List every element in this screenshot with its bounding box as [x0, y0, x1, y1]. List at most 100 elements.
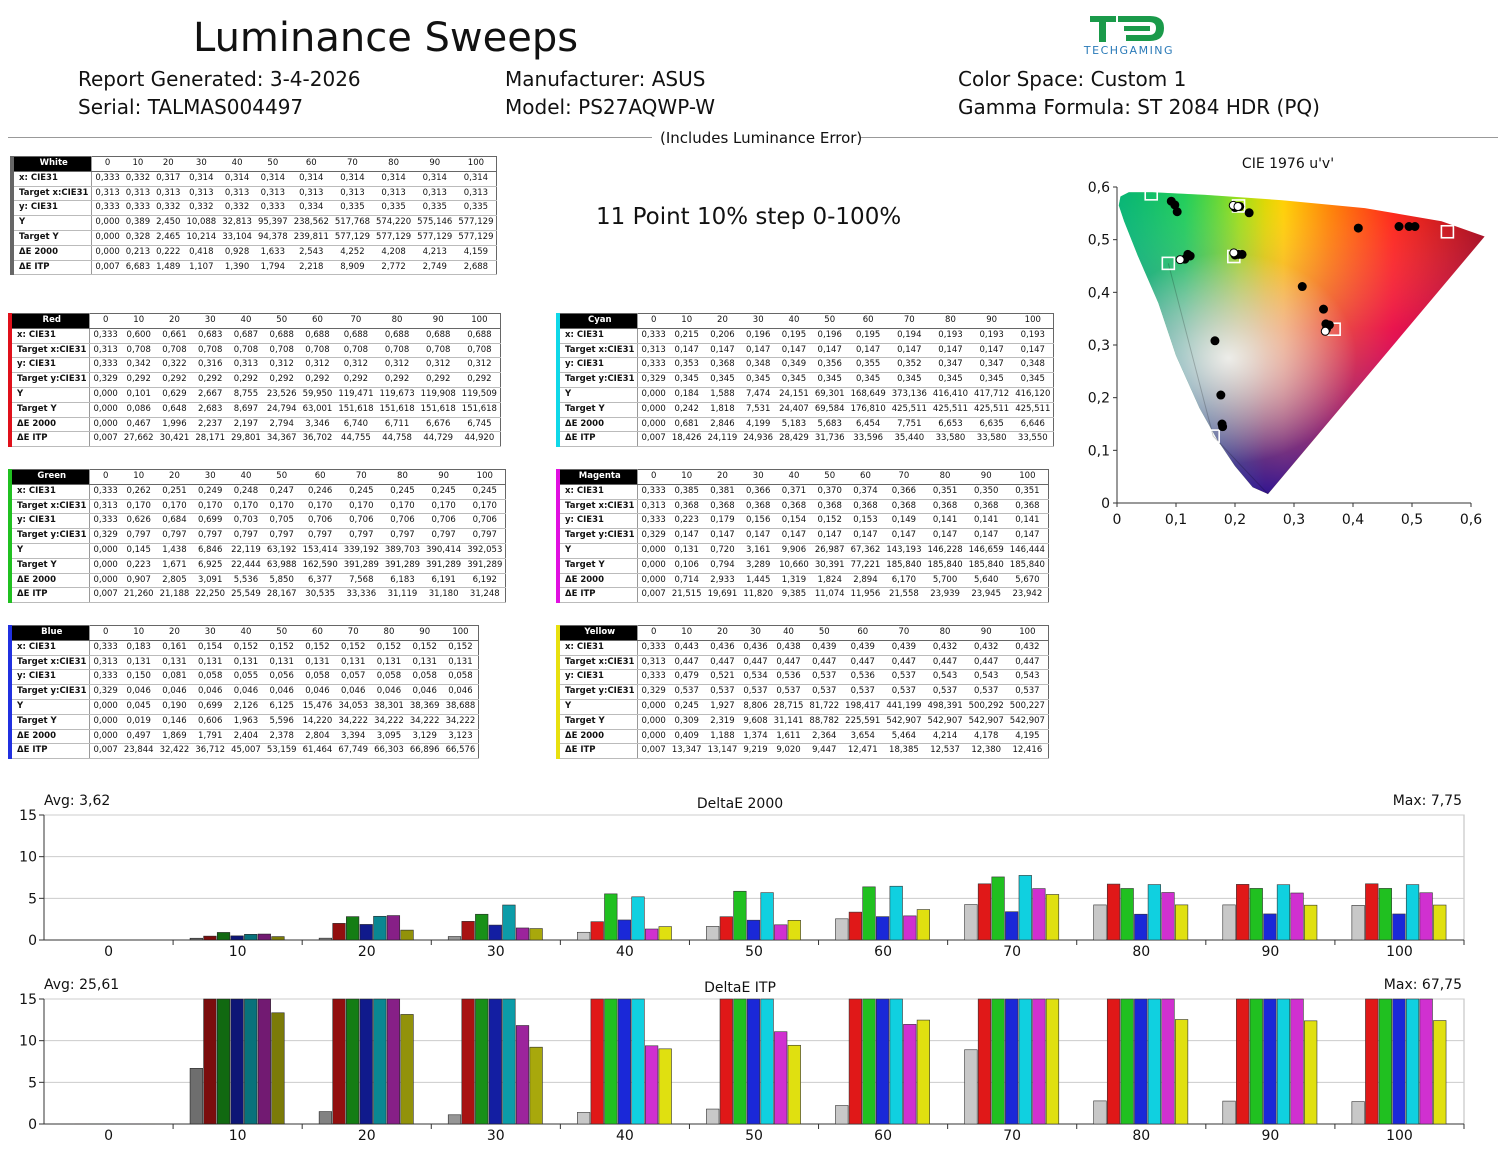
- report-generated: Report Generated: 3-4-2026: [78, 67, 361, 91]
- table-cell: 0,366: [883, 484, 925, 500]
- bar-chart-2-avg: Avg: 25,61: [44, 977, 119, 993]
- table-cell: 0,335: [373, 200, 415, 217]
- row-label: Y: [12, 215, 93, 231]
- column-header: 30: [192, 469, 229, 485]
- bar-chart-2-bar-yellow: [1045, 998, 1060, 1125]
- row-label: ΔE 2000: [558, 573, 639, 589]
- cie-x-tick-label: 0,2: [1224, 512, 1246, 528]
- bar-chart-1-bar-shade: [190, 938, 203, 940]
- bar-chart-1-bar-white: [706, 926, 720, 941]
- table-cell: 517,768: [331, 215, 374, 231]
- table-cell: 0,313: [89, 343, 121, 359]
- table-cell: 0,251: [156, 484, 193, 500]
- table-row: ΔE 2000 0,000 0,681 2,846 4,199 5,183 5,683 6,4…: [558, 417, 1054, 433]
- table-cell: 0,292: [458, 372, 501, 388]
- table-cell: 0,141: [1006, 513, 1049, 530]
- table-cell: 10,660: [776, 558, 812, 574]
- table-cell: 0,333: [89, 640, 121, 656]
- table-cell: 0,688: [335, 328, 377, 344]
- table-cell: 0,436: [704, 640, 741, 656]
- column-header: 80: [373, 156, 415, 172]
- bar-chart-2-bar-cyan: [631, 998, 645, 1125]
- table-cell: 0,439: [806, 640, 843, 656]
- column-header: 20: [704, 625, 741, 641]
- table-cell: 0,147: [965, 528, 1007, 544]
- table-cell: 0,368: [776, 499, 812, 515]
- table-cell: 0,797: [464, 528, 506, 544]
- bar-chart-1-x-tick-label: 10: [229, 944, 247, 960]
- table-cell: 0,147: [929, 343, 972, 359]
- row-label: ΔE 2000: [558, 417, 639, 433]
- table-cell: 5,183: [776, 417, 812, 433]
- table-cell: 95,397: [254, 215, 291, 231]
- table-cell: 0,184: [668, 387, 705, 403]
- bar-chart-2-bar-green: [346, 998, 360, 1125]
- bar-chart-1-bar-magenta: [1419, 892, 1433, 941]
- column-header: 10: [120, 313, 157, 329]
- table-cell: 0,309: [668, 714, 705, 730]
- table-red: Red 0 10 20 30 40 50 60 70 80 90 100 x: CIE31 0,333 0,…: [8, 313, 501, 448]
- table-cell: 0,688: [376, 328, 418, 344]
- table-cell: 9,020: [770, 743, 807, 760]
- table-cell: 0,147: [704, 343, 741, 359]
- column-header: 90: [423, 469, 465, 485]
- table-cell: 0,007: [89, 431, 121, 448]
- table-cell: 1,824: [811, 573, 848, 589]
- bar-chart-2-bar-blue: [1263, 998, 1277, 1125]
- table-yellow: Yellow 0 10 20 30 40 50 60 70 80 90 100 x: CIE31 0,33…: [556, 625, 1049, 760]
- table-cell: 21,188: [156, 587, 193, 604]
- table-cell: 15,476: [299, 699, 336, 715]
- table-cell: 0,170: [192, 499, 229, 515]
- row-label: x: CIE31: [558, 484, 639, 500]
- table-cell: 0,368: [740, 499, 777, 515]
- table-cell: 4,252: [331, 245, 374, 261]
- column-header: 90: [965, 469, 1007, 485]
- row-label: ΔE 2000: [10, 729, 91, 745]
- table-cell: 27,662: [120, 431, 157, 448]
- bar-chart-2-bar-cyan: [502, 998, 516, 1125]
- table-cell: 0,368: [883, 499, 925, 515]
- row-label: Target y:CIE31: [10, 372, 91, 388]
- table-cell: 0,797: [381, 528, 424, 544]
- column-header: 0: [637, 469, 669, 485]
- bar-chart-2-bar-magenta: [903, 1024, 917, 1125]
- table-cell: 0,141: [965, 513, 1007, 530]
- table-cell: 1,107: [183, 260, 220, 276]
- cie-x-tick-label: 0,1: [1165, 512, 1187, 528]
- row-label: Target Y: [12, 230, 93, 246]
- bar-chart-2-bar-red: [332, 998, 346, 1125]
- cie-title: CIE 1976 u'v': [1242, 156, 1334, 172]
- table-cell: 12,416: [1006, 743, 1049, 760]
- table-cell: 0,055: [228, 669, 264, 686]
- table-cell: 0,183: [120, 640, 157, 656]
- cie-open-point: [1175, 255, 1185, 265]
- table-cell: 0,432: [924, 640, 966, 656]
- bar-chart-2-bar-magenta: [645, 1045, 659, 1125]
- bar-chart-1-bar-shade: [203, 936, 217, 940]
- column-header: 70: [335, 313, 377, 329]
- table-cell: 0,313: [228, 357, 264, 374]
- table-cell: 0,196: [811, 328, 848, 344]
- table-cell: 2,749: [414, 260, 456, 276]
- bar-chart-2-bar-blue: [1392, 998, 1406, 1125]
- column-header: 70: [883, 625, 925, 641]
- cie-measured-point: [1394, 222, 1404, 231]
- bar-chart-1-x-tick-label: 30: [487, 944, 505, 960]
- bar-chart-1-bar-blue: [875, 916, 890, 941]
- table-cell: 0,534: [740, 669, 771, 686]
- table-cell: 18,426: [668, 431, 705, 448]
- table-cell: 0,058: [299, 669, 336, 686]
- table-cell: 33,104: [219, 230, 255, 246]
- cie-target-marker: [1440, 224, 1455, 239]
- table-cell: 0,000: [89, 417, 121, 433]
- bar-chart-2-bar-red: [977, 998, 992, 1125]
- bar-chart-2-bar-magenta: [257, 998, 271, 1125]
- cie-measured-point: [1210, 336, 1220, 346]
- bar-chart-1-bar-yellow: [658, 926, 672, 941]
- bar-chart-1-bar-cyan: [1018, 875, 1032, 941]
- table-cell: 0,046: [228, 684, 264, 700]
- table-cell: 28,715: [770, 699, 807, 715]
- table-cell: 0,606: [192, 714, 229, 730]
- table-cell: 44,729: [417, 431, 459, 448]
- table-cell: 0,345: [971, 372, 1013, 388]
